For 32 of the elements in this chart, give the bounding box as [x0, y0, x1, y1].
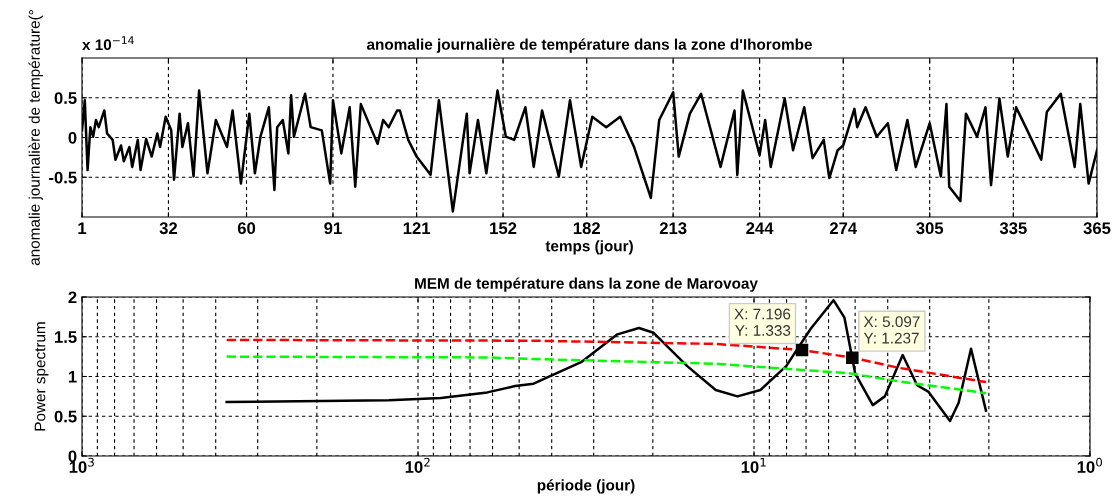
x-tick-label: 244 — [746, 222, 774, 234]
text: x 10$^{−14}$ — [82, 36, 134, 51]
x-tick-label: 121 — [403, 222, 431, 234]
x-axis-title: temps (jour) — [545, 240, 633, 255]
x-tick-label: 152 — [490, 222, 517, 235]
x-tick-label: 91 — [324, 222, 342, 235]
x-tick-label: 10$^{2}$ — [405, 457, 430, 473]
x-tick-label: 274 — [829, 222, 858, 234]
y-tick-label: 1.5 — [55, 331, 77, 343]
y-tick-label: -0.5 — [49, 171, 77, 184]
x-tick-label: 10$^{0}$ — [1077, 457, 1103, 473]
y-tick-label: 0.5 — [54, 410, 77, 423]
x-tick-label: 335 — [999, 222, 1027, 235]
annotation: X: 7.196 Y: 1.333 — [734, 308, 791, 336]
x-tick-label: 305 — [916, 222, 944, 235]
x-tick-label: 213 — [659, 222, 687, 235]
x-tick-label: 182 — [573, 222, 600, 235]
x-tick-label: 32 — [159, 222, 178, 235]
y-tick-label: 0 — [68, 131, 77, 144]
x-tick-label: 10$^{1}$ — [741, 457, 766, 473]
y-axis-title: anomalie journalière de température(° — [28, 10, 43, 266]
x-axis-title: période (jour) — [537, 479, 635, 494]
y-tick-label: 1 — [68, 371, 77, 383]
y-tick-label: 2 — [68, 291, 77, 304]
y-axis-title: Power spectrum — [34, 322, 49, 431]
chart-title: anomalie journalière de température dans la zone d'Ihorombe — [366, 38, 812, 53]
annotation: X: 5.097 Y: 1.237 — [863, 316, 920, 344]
x-tick-label: 365 — [1083, 222, 1111, 235]
y-tick-label: 0.5 — [54, 92, 77, 104]
chart-title: MEM de température dans la zone de Marovoay — [415, 277, 758, 292]
x-tick-label: 1 — [78, 222, 87, 234]
x-tick-label: 60 — [237, 222, 256, 235]
